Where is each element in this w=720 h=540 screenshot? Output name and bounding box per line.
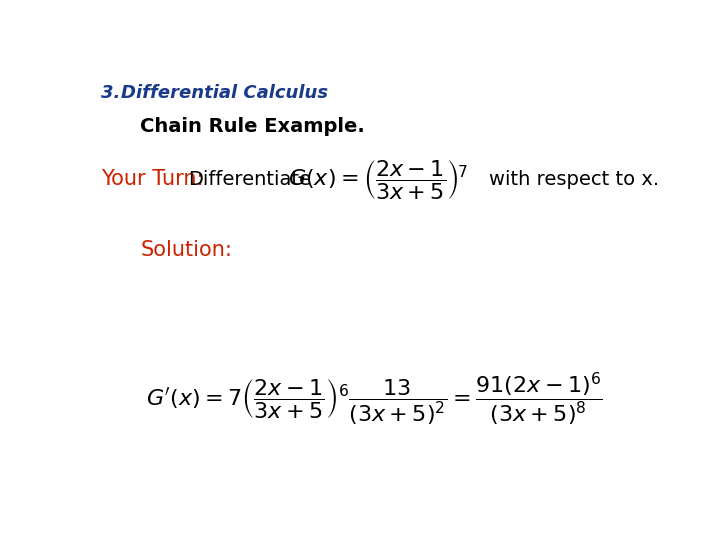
Text: Solution:: Solution: xyxy=(140,240,232,260)
Text: $G'(x) = 7\left(\dfrac{2x-1}{3x+5}\right)^{6} \dfrac{13}{(3x+5)^{2}} = \dfrac{91: $G'(x) = 7\left(\dfrac{2x-1}{3x+5}\right… xyxy=(145,370,603,428)
Text: Differential Calculus: Differential Calculus xyxy=(121,84,328,102)
Text: Your Turn:: Your Turn: xyxy=(101,169,204,189)
Text: Differentiate: Differentiate xyxy=(188,170,310,188)
Text: $G(x)=\left(\dfrac{2x-1}{3x+5}\right)^{\!7}$: $G(x)=\left(\dfrac{2x-1}{3x+5}\right)^{\… xyxy=(288,158,467,201)
Text: 3.: 3. xyxy=(101,84,120,102)
Text: with respect to x.: with respect to x. xyxy=(489,170,659,188)
Text: Chain Rule Example.: Chain Rule Example. xyxy=(140,117,365,136)
